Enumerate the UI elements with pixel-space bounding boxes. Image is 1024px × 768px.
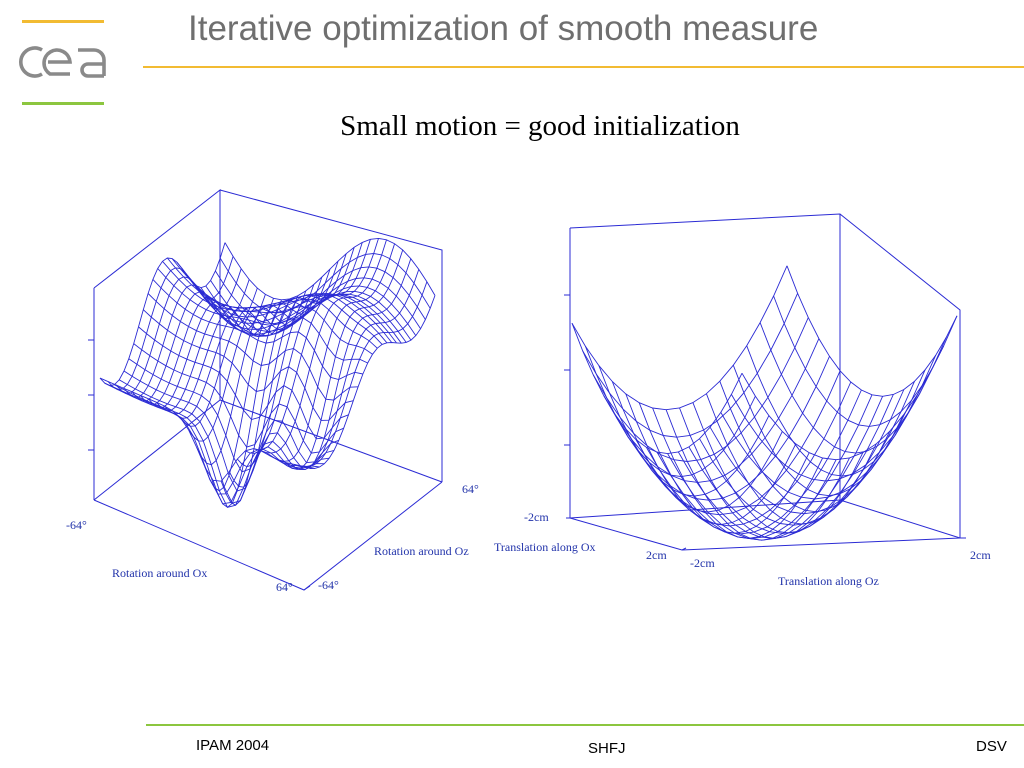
left-surface-mesh <box>99 237 436 508</box>
right-oz-max-tick: 2cm <box>970 548 991 562</box>
left-ox-axis-label: Rotation around Ox <box>112 566 208 580</box>
footer-center-text: SHFJ <box>588 740 626 757</box>
right-oz-axis-label: Translation along Oz <box>778 574 879 588</box>
translation-surface-plot <box>564 213 966 551</box>
slide-subtitle: Small motion = good initialization <box>340 110 740 142</box>
left-ox-max-tick: 64° <box>276 580 293 594</box>
title-divider <box>143 66 1024 68</box>
cea-logo <box>19 46 106 78</box>
slide-title: Iterative optimization of smooth measure <box>188 9 819 48</box>
right-ox-axis-label: Translation along Ox <box>494 540 596 554</box>
footer-right-text: DSV <box>976 738 1007 755</box>
right-ox-max-tick: 2cm <box>646 548 667 562</box>
right-oz-min-tick: -2cm <box>690 556 715 570</box>
footer-divider <box>146 724 1024 726</box>
left-oz-axis-label: Rotation around Oz <box>374 544 469 558</box>
right-surface-mesh <box>571 265 958 541</box>
left-ox-min-tick: -64° <box>66 518 87 532</box>
left-oz-max-tick: 64° <box>462 482 479 496</box>
footer-left-text: IPAM 2004 <box>196 737 270 754</box>
rotation-surface-plot <box>88 188 443 591</box>
left-oz-min-tick: -64° <box>318 578 339 592</box>
logo-bottom-bar <box>22 102 104 105</box>
logo-top-bar <box>22 20 104 23</box>
right-ox-min-tick: -2cm <box>524 510 549 524</box>
